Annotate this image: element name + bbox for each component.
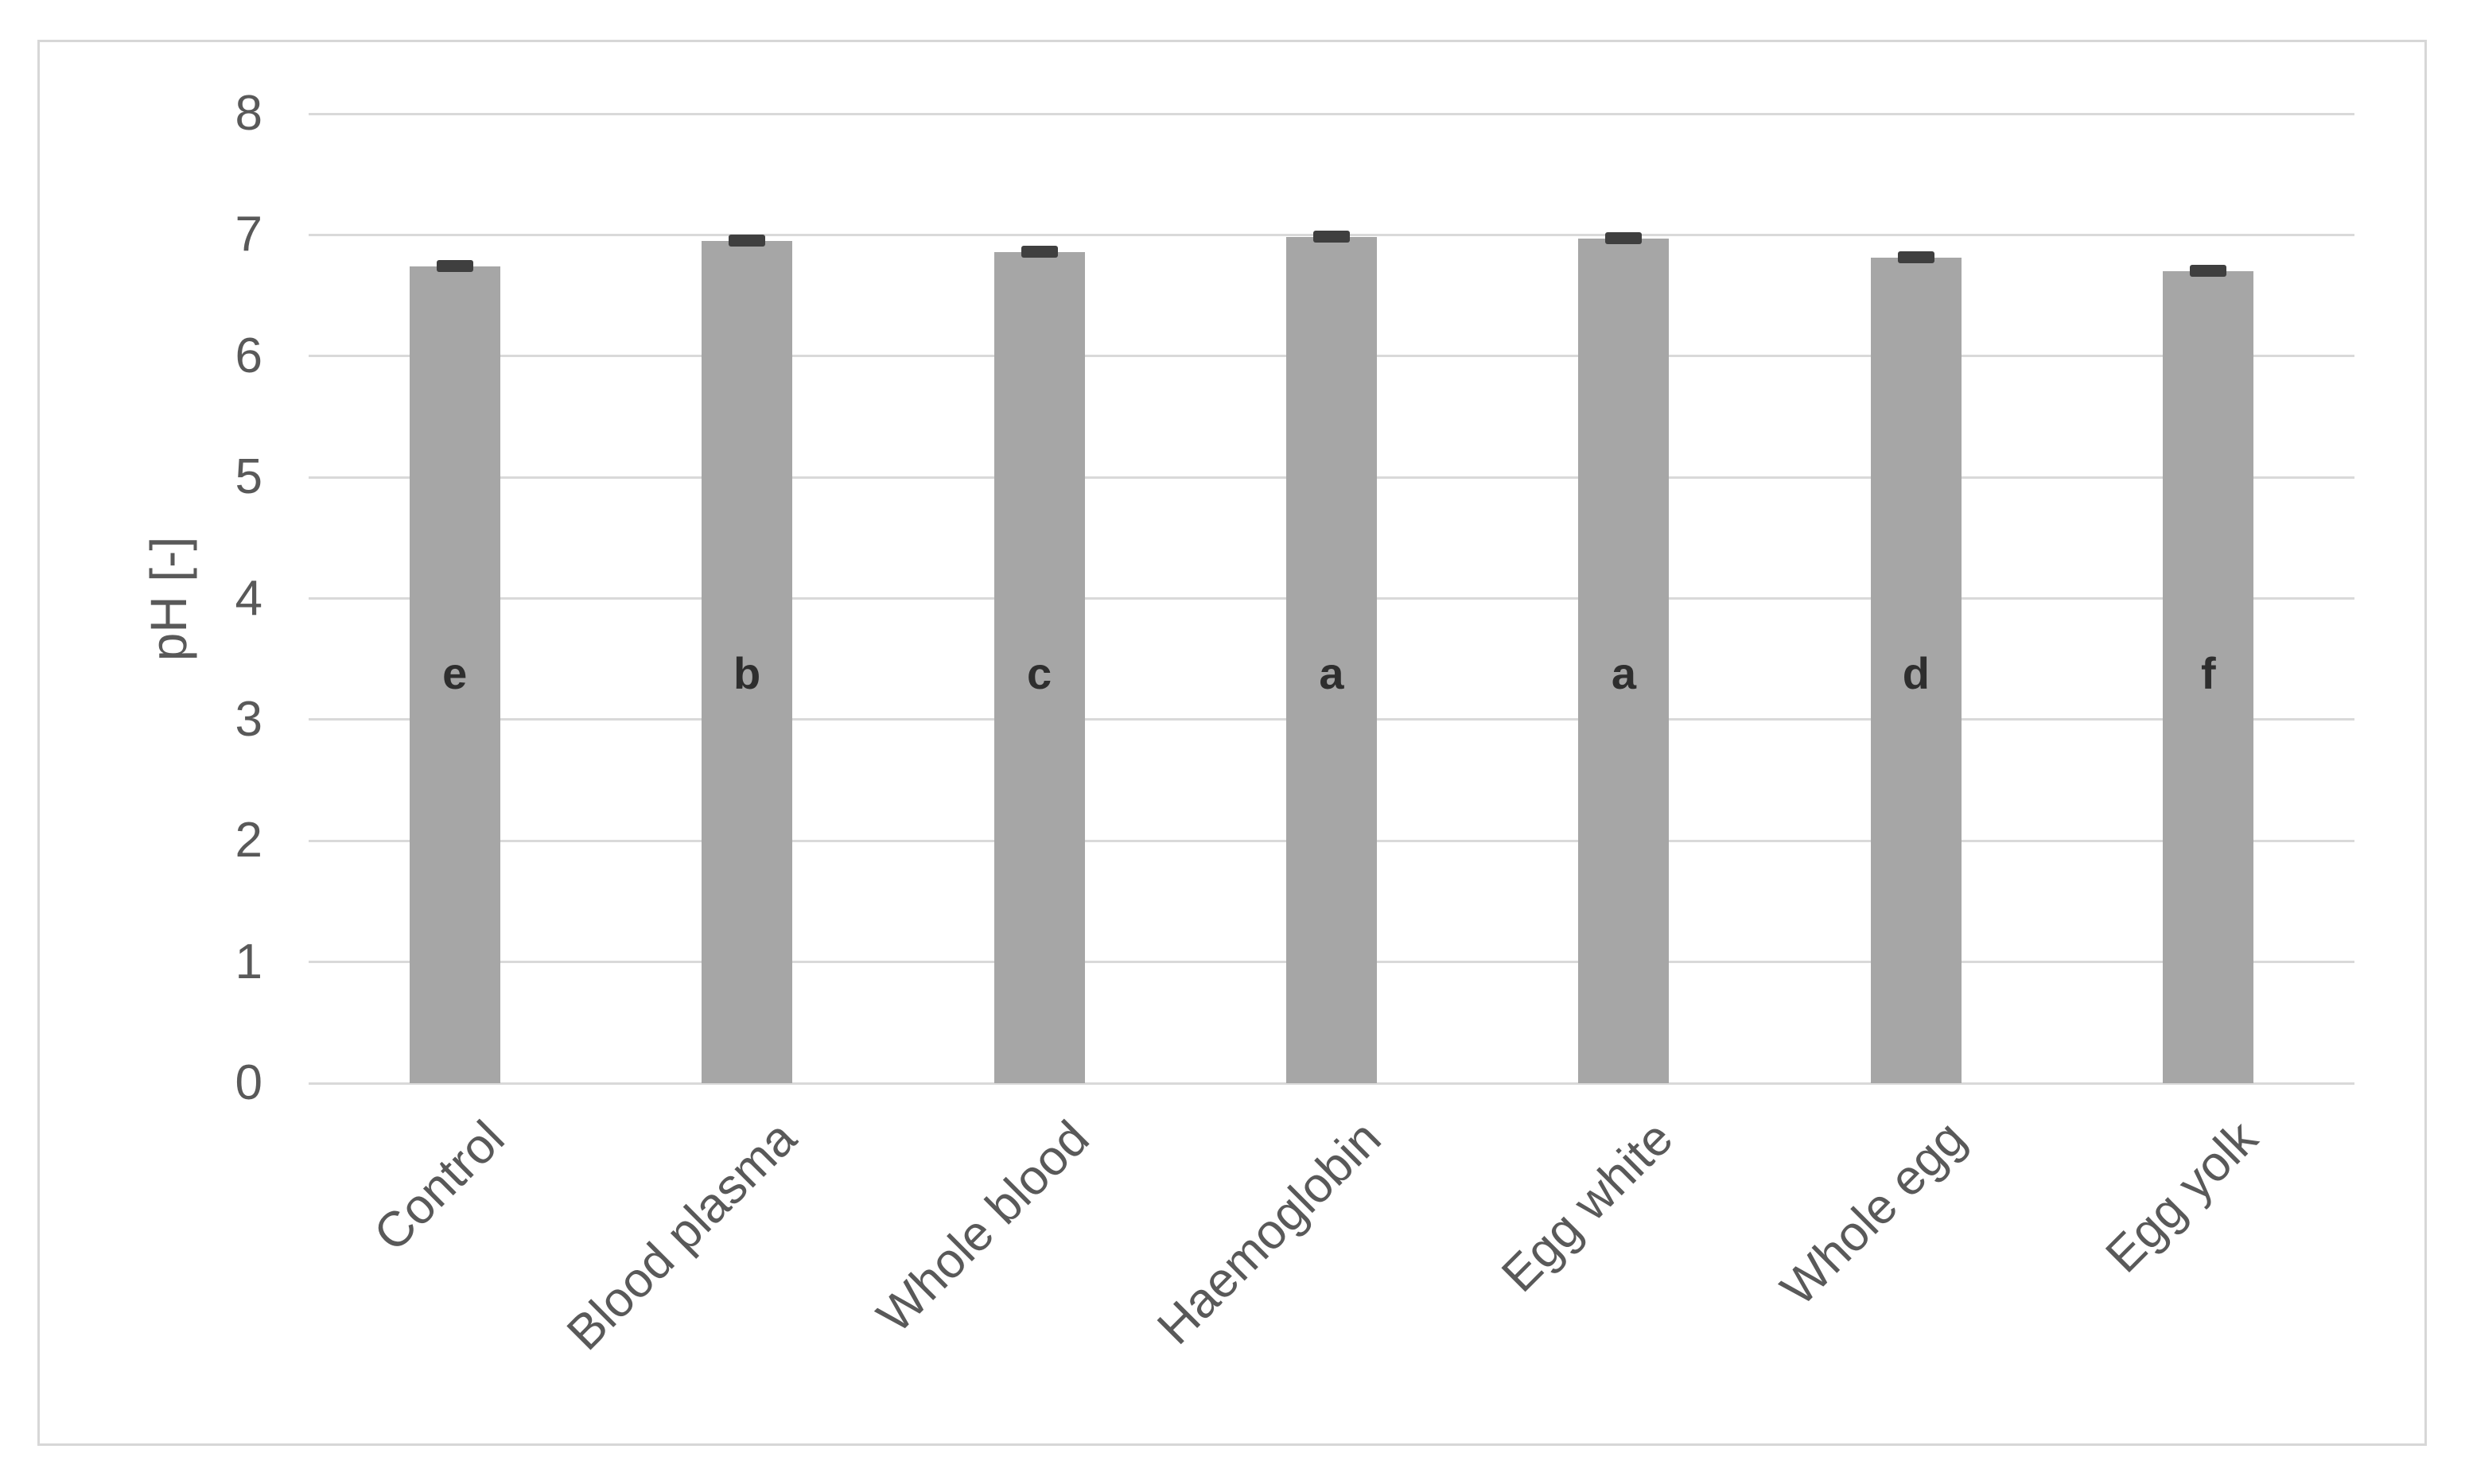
bar-egg-yolk	[2163, 271, 2254, 1083]
significance-letter-control: e	[442, 647, 468, 698]
bar-whole-blood	[993, 251, 1085, 1083]
significance-letter-egg-yolk: f	[2200, 647, 2216, 698]
significance-letter-haemoglobin: a	[1319, 647, 1344, 698]
y-tick-label-1: 1	[235, 934, 262, 989]
bar-control	[409, 266, 500, 1083]
bar-egg-white	[1578, 238, 1670, 1083]
y-tick-label-2: 2	[235, 813, 262, 868]
y-axis-title: pH [-]	[140, 536, 197, 661]
error-bar-whole-egg	[1897, 251, 1934, 264]
significance-letter-whole-egg: d	[1902, 647, 1930, 698]
gridline-8	[309, 112, 2354, 115]
y-tick-label-8: 8	[235, 86, 262, 141]
bar-whole-egg	[1870, 258, 1962, 1083]
y-tick-label-6: 6	[235, 328, 262, 383]
error-bar-haemoglobin	[1313, 231, 1350, 243]
error-bar-control	[436, 259, 473, 272]
bar-haemoglobin	[1286, 237, 1377, 1083]
y-tick-label-4: 4	[235, 570, 262, 626]
y-tick-label-3: 3	[235, 691, 262, 747]
gridline-0	[309, 1082, 2354, 1085]
error-bar-blood-plasma	[729, 234, 766, 247]
significance-letter-whole-blood: c	[1026, 647, 1052, 698]
error-bar-egg-white	[1605, 231, 1643, 244]
significance-letter-egg-white: a	[1611, 647, 1636, 698]
significance-letter-blood-plasma: b	[733, 647, 761, 698]
y-tick-label-0: 0	[235, 1055, 262, 1110]
error-bar-egg-yolk	[2190, 265, 2227, 278]
bar-blood-plasma	[702, 240, 793, 1083]
error-bar-whole-blood	[1021, 245, 1058, 258]
y-tick-label-5: 5	[235, 449, 262, 505]
y-tick-label-7: 7	[235, 207, 262, 262]
